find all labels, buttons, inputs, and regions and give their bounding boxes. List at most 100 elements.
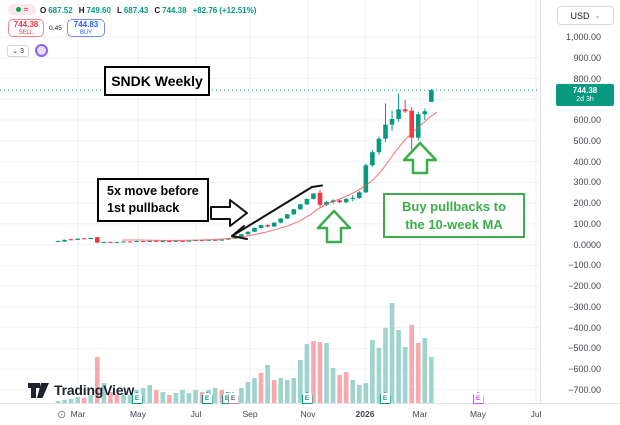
time-axis-label: Jul (190, 409, 202, 419)
chevron-down-icon: ⌄ (12, 48, 18, 55)
earnings-marker-report[interactable]: E (227, 392, 239, 404)
candle-body (422, 111, 428, 115)
volume-bar (271, 380, 277, 403)
volume-bar (376, 348, 382, 403)
earnings-marker-past[interactable]: E (201, 392, 213, 404)
volume-bar (101, 383, 107, 403)
annotation-buy-box[interactable]: Buy pullbacks to the 10-week MA (383, 193, 525, 238)
price-axis-label: 600.00 (573, 115, 601, 126)
volume-bar (180, 390, 185, 403)
volume-bar (68, 399, 74, 403)
up-arrow-drawing (316, 209, 352, 244)
earnings-marker-past[interactable]: E (131, 392, 143, 404)
earnings-marker-past[interactable]: E (379, 392, 391, 404)
volume-bar (330, 368, 336, 403)
volume-bar (153, 390, 159, 403)
candle-body (284, 214, 290, 219)
candle-body (317, 192, 323, 205)
price-axis-label: 100.00 (573, 218, 601, 229)
candle-body (324, 202, 329, 205)
volume-bar (298, 360, 303, 403)
tradingview-logo-text: TradingView (54, 382, 135, 398)
change-percent: (+12.51%) (219, 5, 257, 15)
candle-body (199, 240, 205, 242)
candle-body (252, 227, 257, 232)
volume-bar (167, 395, 172, 403)
candle-body (212, 239, 218, 241)
volume-bar (258, 373, 264, 403)
volume-bar (422, 338, 428, 403)
candle-body (219, 239, 225, 241)
volume-bar (304, 344, 310, 403)
candle-body (81, 238, 87, 240)
volume-bar (284, 380, 290, 403)
trendline-drawing (231, 184, 323, 237)
time-axis-label: May (129, 409, 147, 419)
volume-bar (245, 382, 251, 403)
volume-bar (350, 380, 356, 403)
candle-body (75, 238, 80, 240)
spread-value: 0.45 (49, 25, 62, 32)
volume-bar (337, 375, 342, 403)
current-price-value: 744.38 (572, 85, 598, 95)
sell-button[interactable]: 744.38 SELL (8, 19, 44, 37)
candle-body (291, 209, 297, 215)
price-axis-label: 500.00 (573, 135, 601, 146)
annotation-move-line1: 5x move before (107, 184, 199, 199)
candle-body (153, 240, 159, 242)
currency-selector[interactable]: USD ⌄ (557, 6, 614, 25)
tradingview-logo[interactable]: TradingView (28, 382, 134, 398)
volume-bar (121, 393, 126, 403)
annotation-move-box[interactable]: 5x move before 1st pullback (97, 178, 209, 222)
price-axis-label: −300.00 (568, 301, 601, 312)
scroll-to-realtime-icon[interactable]: ⊙ (57, 409, 67, 421)
buy-label: BUY (79, 29, 93, 36)
candle-body (160, 241, 166, 243)
candle-body (343, 198, 349, 203)
annotation-title-box[interactable]: SNDK Weekly (104, 66, 210, 96)
price-axis-label: −600.00 (568, 364, 601, 375)
candle-body (114, 242, 120, 244)
tradingview-logo-icon (28, 382, 49, 398)
candle-body (311, 193, 316, 199)
candle-body (298, 204, 303, 210)
price-axis-label: 400.00 (573, 156, 601, 167)
buy-button[interactable]: 744.83 BUY (67, 19, 105, 37)
candle-body (239, 234, 244, 237)
earnings-marker-past[interactable]: E (301, 392, 313, 404)
volume-bar (278, 378, 283, 403)
volume-bar (147, 385, 152, 403)
volume-bar (160, 392, 166, 403)
candle-body (278, 218, 283, 223)
candle-body (258, 225, 264, 228)
drawings-collapse-toggle[interactable]: ⌄ 3 (7, 45, 29, 57)
volume-bar (239, 388, 244, 403)
price-axis-label: 300.00 (573, 177, 601, 188)
volume-bar (88, 395, 94, 403)
volume-bar (252, 378, 257, 403)
close-label: C (154, 5, 161, 15)
candle-body (180, 240, 185, 242)
volume-bar (212, 388, 218, 403)
candle-body (101, 241, 107, 243)
time-axis-label: May (469, 409, 487, 419)
candle-body (88, 237, 94, 239)
candle-body (389, 119, 395, 125)
price-axis-label: −200.00 (568, 281, 601, 292)
volume-bar (317, 342, 323, 403)
candle-body (245, 231, 251, 235)
open-label: O (40, 5, 47, 15)
volume-bar (265, 365, 270, 403)
time-axis[interactable]: ⊙ Mar May Jul Sep Nov 2026 Mar May Jul (0, 403, 620, 425)
candle-body (62, 239, 67, 242)
candle-body (134, 241, 139, 243)
loading-spinner-icon[interactable] (35, 44, 48, 57)
time-axis-label: Jul (530, 409, 542, 419)
drawings-count: 3 (19, 47, 24, 55)
price-axis[interactable]: USD ⌄ 1,000.00900.00800.00700.00600.0050… (540, 0, 620, 403)
volume-bar (389, 303, 395, 403)
earnings-marker-upcoming[interactable]: E (472, 392, 484, 404)
sell-label: SELL (18, 29, 34, 36)
